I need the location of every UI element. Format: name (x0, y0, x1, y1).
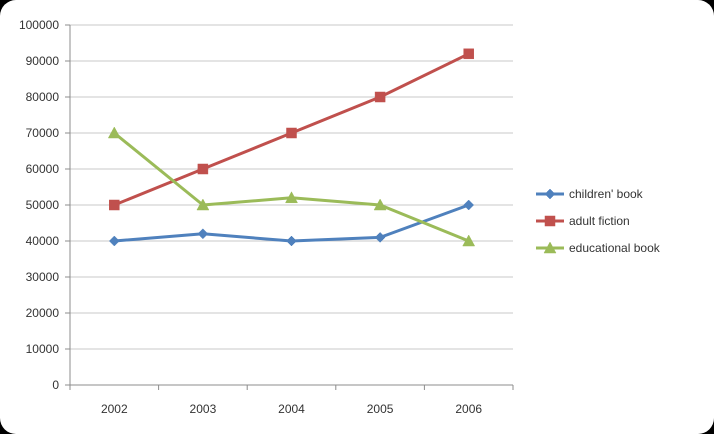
y-tick-label: 90000 (26, 54, 60, 68)
legend: children' book adult fiction educational b… (536, 187, 661, 255)
data-point-2-2 (285, 191, 298, 204)
y-tick-label: 70000 (26, 126, 60, 140)
legend-label: educational book (569, 241, 661, 255)
data-point-2-4 (462, 234, 476, 247)
grid-lines (70, 24, 513, 350)
y-tick-label: 80000 (26, 90, 60, 104)
legend-label: adult fiction (569, 214, 630, 228)
y-tick-label: 60000 (26, 162, 60, 176)
y-tick-labels: 0 10000 20000 30000 40000 50000 60000 70000 8000… (19, 18, 59, 392)
y-tick-label: 100000 (19, 18, 59, 32)
y-tick-label: 50000 (26, 198, 60, 212)
data-point-1-2 (286, 127, 297, 139)
data-point-0-1 (197, 228, 209, 240)
data-point-1-0 (109, 199, 120, 211)
legend-swatch-marker (544, 188, 556, 200)
legend-label: children' book (569, 187, 644, 201)
y-tick-label: 20000 (26, 306, 60, 320)
y-tick-label: 0 (52, 378, 59, 392)
data-point-1-1 (197, 163, 209, 175)
data-point-0-0 (108, 235, 120, 247)
data-point-0-3 (374, 232, 386, 243)
axes (65, 24, 514, 390)
data-point-1-4 (463, 48, 474, 60)
legend-swatch-marker (544, 215, 556, 227)
x-tick-labels: 2002 2003 2004 2005 2006 (101, 402, 482, 416)
data-point-1-3 (374, 91, 386, 103)
y-tick-label: 30000 (26, 270, 60, 284)
x-tick-label: 2005 (367, 402, 394, 416)
legend-swatch-marker (543, 241, 557, 254)
x-tick-label: 2003 (190, 402, 217, 416)
data-point-0-2 (286, 235, 297, 247)
y-tick-label: 40000 (26, 234, 60, 248)
series-lines (107, 48, 476, 247)
data-point-0-4 (463, 199, 475, 211)
series-line-0 (112, 203, 471, 243)
x-tick-label: 2004 (278, 402, 305, 416)
data-point-2-0 (107, 126, 121, 139)
x-tick-label: 2006 (455, 402, 482, 416)
data-point-2-1 (196, 198, 210, 211)
y-tick-label: 10000 (26, 342, 60, 356)
data-point-2-3 (373, 198, 387, 211)
x-tick-label: 2002 (101, 402, 128, 416)
